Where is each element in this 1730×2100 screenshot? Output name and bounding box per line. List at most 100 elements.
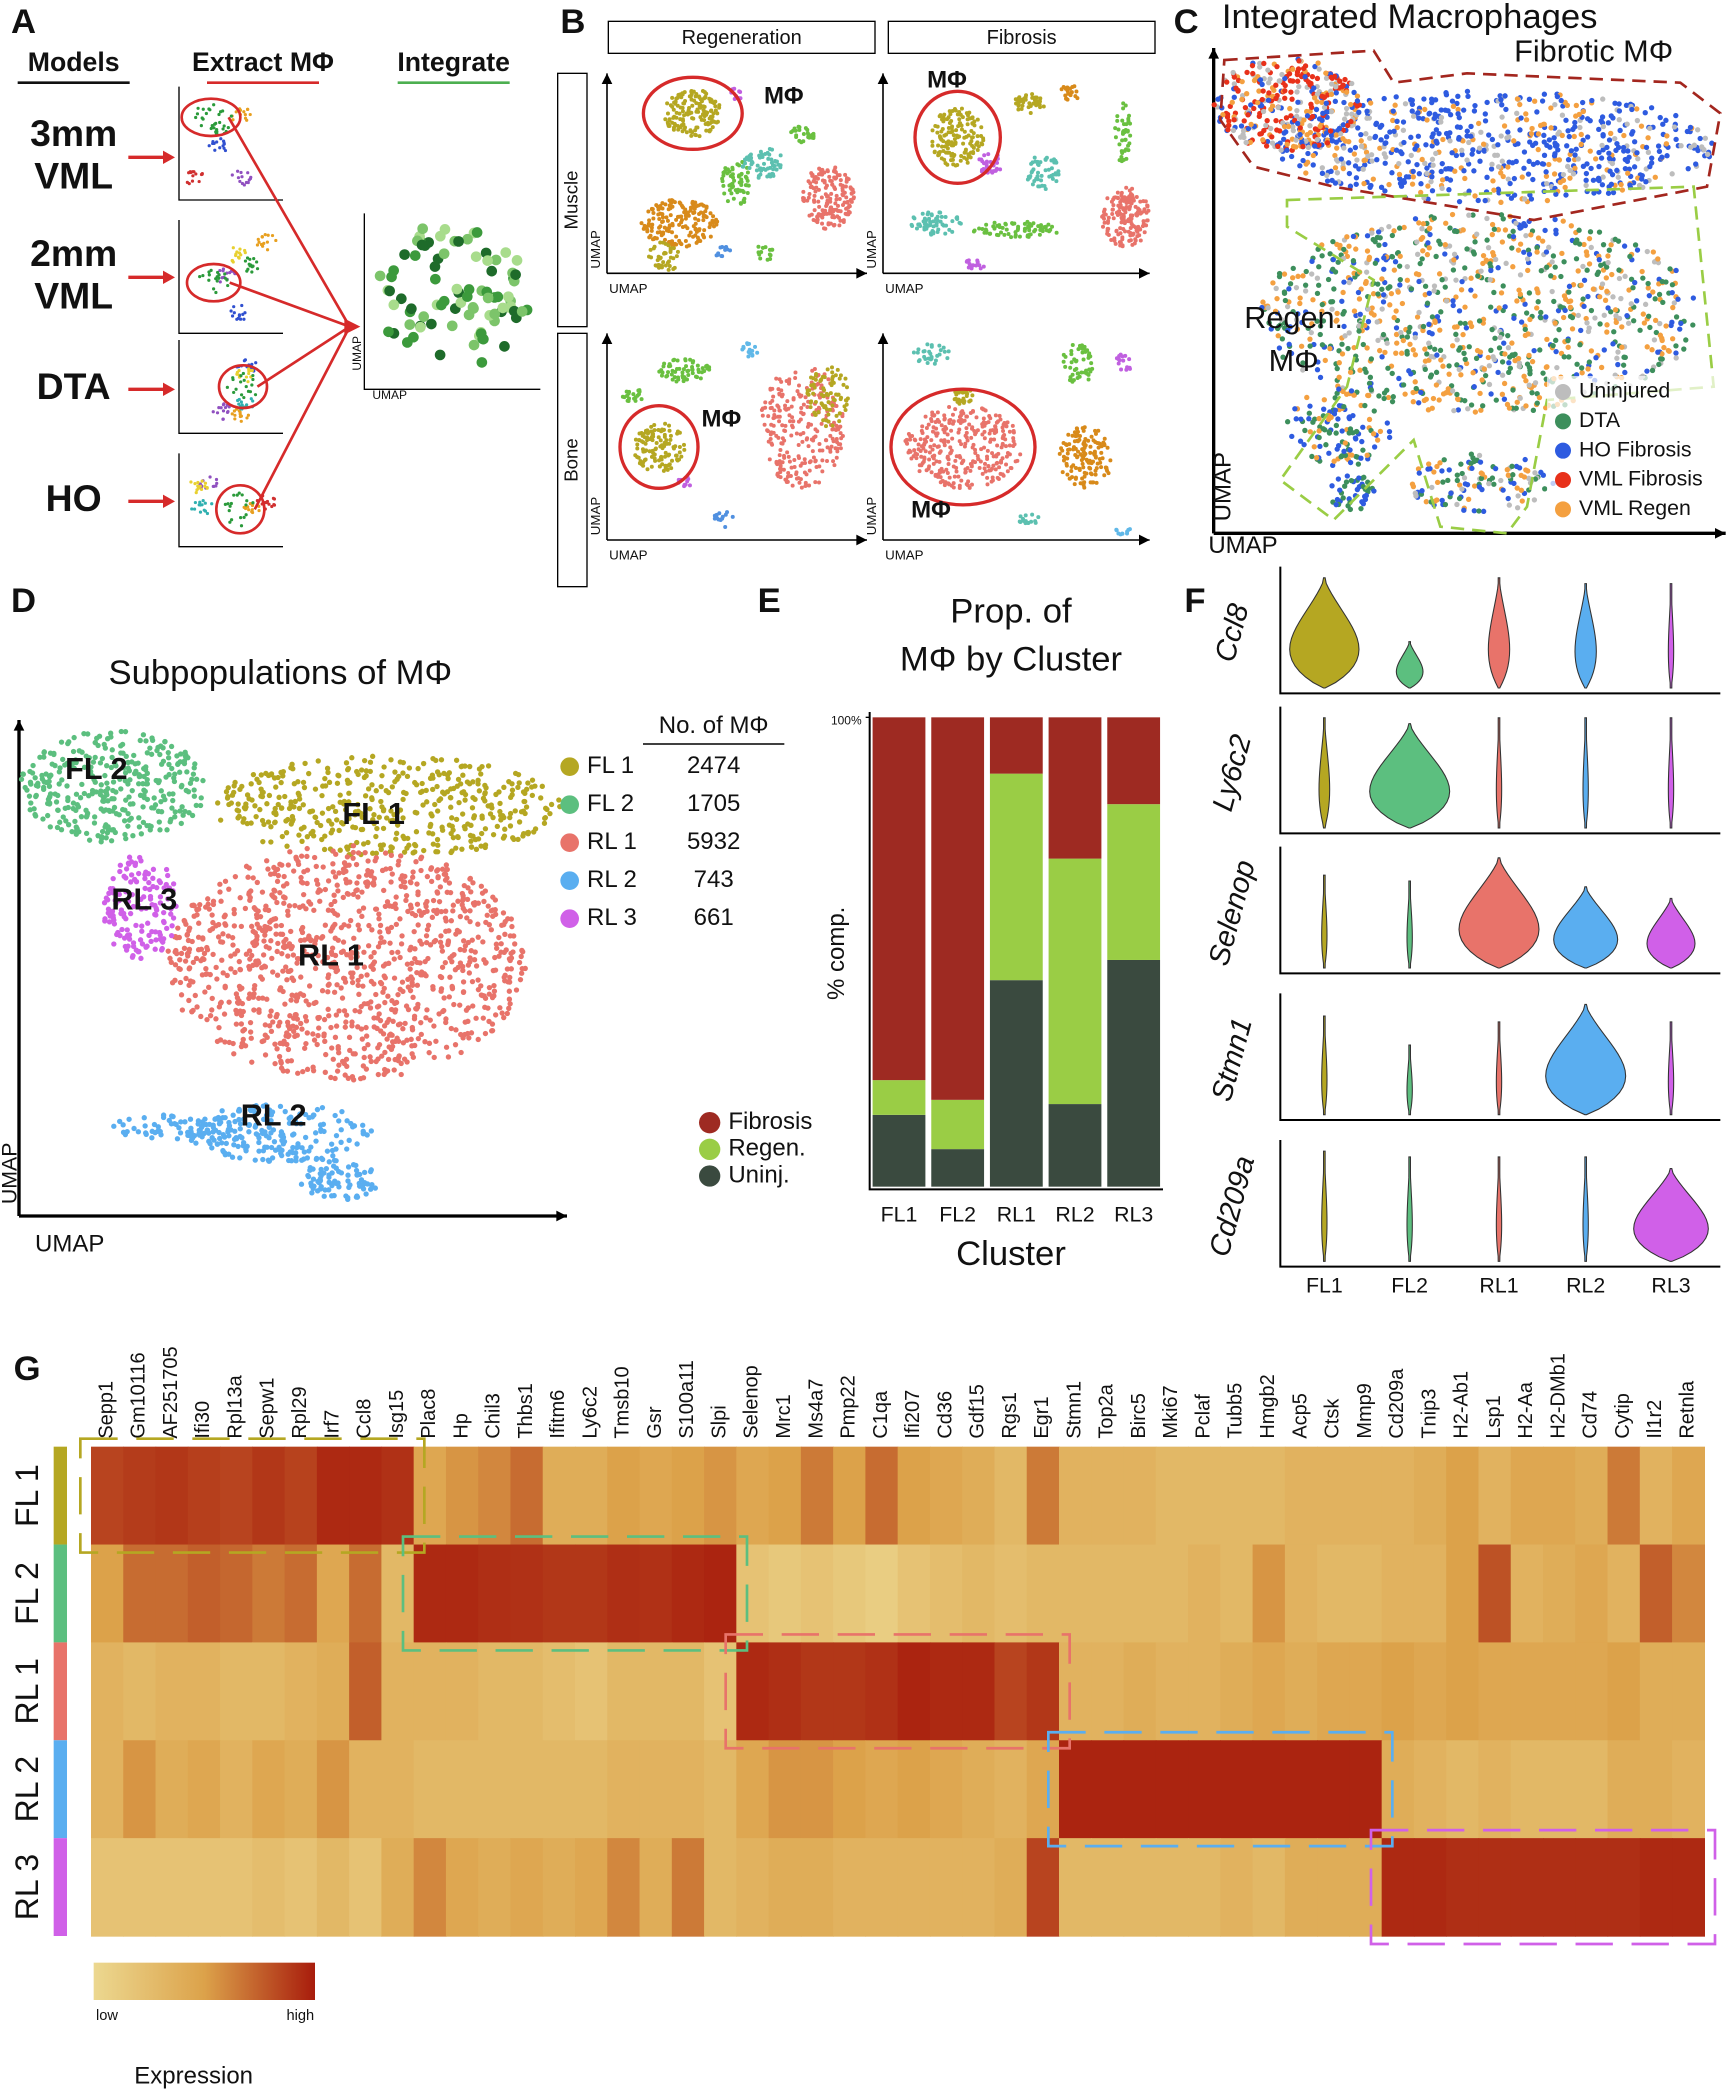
umap-dot — [1130, 217, 1134, 221]
umap-dot — [1312, 95, 1317, 100]
umap-dot — [1394, 325, 1399, 330]
umap-dot — [840, 192, 844, 196]
umap-dot — [1230, 70, 1235, 75]
umap-dot — [692, 90, 696, 94]
umap-dot — [947, 462, 951, 466]
umap-dot — [1551, 135, 1556, 140]
umap-dot — [976, 118, 980, 122]
umap-dot — [1647, 325, 1652, 330]
umap-dot — [493, 292, 504, 303]
umap-dot — [976, 428, 980, 432]
umap-dot — [1418, 261, 1423, 266]
umap-dot — [980, 422, 984, 426]
umap-dot — [212, 103, 215, 106]
umap-dot — [983, 462, 987, 466]
umap-dot — [1501, 174, 1506, 179]
umap-dot — [1115, 356, 1119, 360]
umap-dot — [1572, 120, 1577, 125]
umap-dot — [1081, 442, 1085, 446]
umap-dot — [1655, 350, 1660, 355]
umap-dot — [1088, 451, 1092, 455]
umap-dot — [948, 476, 952, 480]
umap-dot — [469, 340, 480, 351]
umap-dot — [1033, 101, 1037, 105]
umap-dot — [910, 223, 914, 227]
umap-dot — [735, 190, 739, 194]
umap-dot — [988, 416, 992, 420]
umap-dot — [768, 457, 772, 461]
umap-dot — [1455, 124, 1460, 129]
umap-dot — [711, 214, 715, 218]
umap-dot — [665, 101, 669, 105]
umap-dot — [406, 303, 417, 314]
umap-dot — [968, 469, 972, 473]
umap-dot — [1482, 366, 1487, 371]
umap-dot — [793, 126, 797, 130]
umap-dot — [1394, 148, 1399, 153]
umap-dot — [1031, 160, 1035, 164]
umap-dot — [789, 434, 793, 438]
umap-dot — [954, 108, 958, 112]
umap-dot — [715, 220, 719, 224]
umap-dot — [221, 269, 224, 272]
umap-dot — [1306, 145, 1311, 150]
umap-dot — [1673, 350, 1678, 355]
umap-dot — [838, 197, 842, 201]
umap-dot — [1061, 470, 1065, 474]
umap-dot — [1647, 126, 1652, 131]
umap-dot — [1498, 97, 1503, 102]
umap-dot — [720, 245, 724, 249]
umap-dot — [973, 229, 977, 233]
umap-dot — [831, 437, 835, 441]
umap-dot — [742, 198, 746, 202]
umap-dot — [1294, 89, 1299, 94]
umap-dot — [1536, 131, 1541, 136]
umap-dot — [194, 116, 197, 119]
umap-dot — [1502, 397, 1507, 402]
umap-dot — [783, 407, 787, 411]
facet-label: Fibrosis — [987, 27, 1057, 49]
umap-dot — [839, 396, 843, 400]
umap-dot — [1566, 345, 1571, 350]
umap-dot — [1425, 301, 1430, 306]
umap-dot — [1530, 143, 1535, 148]
umap-dot — [673, 266, 677, 270]
umap-dot — [1477, 318, 1482, 323]
umap-dot — [715, 253, 719, 257]
umap-dot — [1527, 252, 1532, 257]
umap-dot — [1323, 71, 1328, 76]
umap-dot — [940, 423, 944, 427]
umap-dot — [732, 179, 736, 183]
umap-dot — [788, 460, 792, 464]
umap-dot — [210, 502, 213, 505]
umap-dot — [1577, 112, 1582, 117]
umap-dot — [960, 107, 964, 111]
umap-dot — [1324, 101, 1329, 106]
umap-dot — [1001, 456, 1005, 460]
umap-dot — [658, 230, 662, 234]
umap-dot — [510, 269, 521, 280]
umap-dot — [922, 349, 926, 353]
umap-dot — [1124, 147, 1128, 151]
umap-dot — [1483, 111, 1488, 116]
umap-dot — [1394, 94, 1399, 99]
umap-dot — [691, 371, 695, 375]
umap-dot — [1353, 246, 1358, 251]
umap-dot — [1487, 363, 1492, 368]
umap-dot — [1146, 209, 1150, 213]
umap-dot — [932, 462, 936, 466]
umap-dot — [934, 420, 938, 424]
umap-dot — [1266, 98, 1271, 103]
umap-dot — [666, 370, 670, 374]
umap-dot — [1468, 134, 1473, 139]
umap-dot — [439, 248, 450, 259]
umap-dot — [655, 441, 659, 445]
umap-dot — [1353, 145, 1358, 150]
umap-dot — [739, 202, 743, 206]
umap-dot — [1490, 178, 1495, 183]
umap-dot — [1044, 158, 1048, 162]
umap-dot — [943, 417, 947, 421]
umap-dot — [1286, 286, 1291, 291]
umap-dot — [1013, 235, 1017, 239]
umap-dot — [1273, 83, 1278, 88]
